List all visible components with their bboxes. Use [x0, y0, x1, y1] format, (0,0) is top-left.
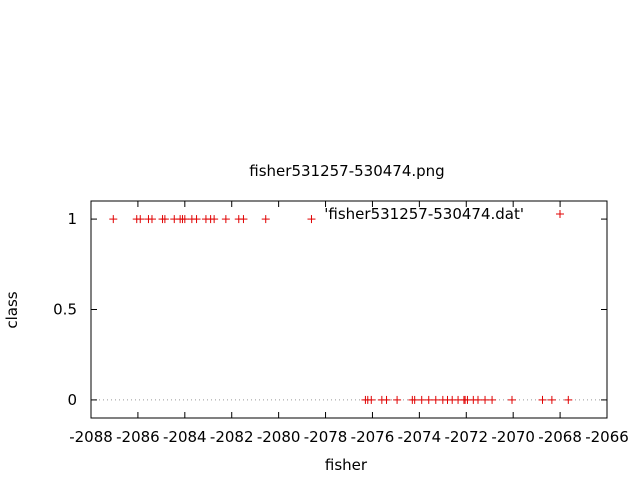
legend-marker-plus — [556, 210, 564, 218]
data-point — [410, 395, 419, 404]
x-tick-label: -2066 — [585, 428, 629, 446]
data-point — [417, 395, 426, 404]
legend-marker — [556, 210, 564, 218]
data-point — [488, 395, 497, 404]
x-tick-label: -2084 — [163, 428, 207, 446]
data-point — [538, 395, 547, 404]
x-tick-label: -2072 — [444, 428, 488, 446]
data-point — [147, 215, 156, 224]
data-point — [508, 395, 517, 404]
plot-frame — [90, 200, 608, 419]
x-tick-label: -2078 — [304, 428, 348, 446]
data-point — [221, 215, 230, 224]
data-point — [367, 395, 376, 404]
data-point — [136, 215, 145, 224]
x-axis-label: fisher — [325, 456, 368, 474]
x-tick-label: -2076 — [351, 428, 395, 446]
data-point — [431, 395, 440, 404]
x-axis: -2088 -2086 -2084 -2082 -2080 -2078 -2076 -2074… — [69, 201, 629, 446]
data-point — [547, 395, 556, 404]
y-axis: 00.51 — [53, 210, 607, 409]
data-point — [192, 215, 201, 224]
data-point — [382, 395, 391, 404]
chart-title: fisher531257-530474.png — [249, 162, 444, 180]
legend-label: 'fisher531257-530474.dat' — [324, 205, 524, 223]
x-tick-label: -2082 — [210, 428, 254, 446]
data-points — [109, 215, 573, 404]
x-tick-label: -2088 — [69, 428, 113, 446]
data-point — [564, 395, 573, 404]
x-tick-label: -2068 — [538, 428, 582, 446]
legend: 'fisher531257-530474.dat' — [324, 205, 564, 223]
data-point — [261, 215, 270, 224]
y-axis-label: class — [3, 291, 21, 328]
data-point — [307, 215, 316, 224]
x-tick-label: -2080 — [257, 428, 301, 446]
data-point — [481, 395, 490, 404]
data-point — [109, 215, 118, 224]
x-tick-label: -2086 — [116, 428, 160, 446]
data-point — [180, 215, 189, 224]
y-tick-label: 0 — [67, 391, 77, 409]
data-point — [239, 215, 248, 224]
y-tick-label: 1 — [67, 210, 77, 228]
data-point — [160, 215, 169, 224]
x-tick-label: -2070 — [491, 428, 535, 446]
x-tick-label: -2074 — [398, 428, 442, 446]
data-point — [474, 395, 482, 404]
data-point — [424, 395, 433, 404]
data-point — [393, 395, 402, 404]
data-point — [210, 215, 219, 224]
y-tick-label: 0.5 — [53, 301, 77, 319]
